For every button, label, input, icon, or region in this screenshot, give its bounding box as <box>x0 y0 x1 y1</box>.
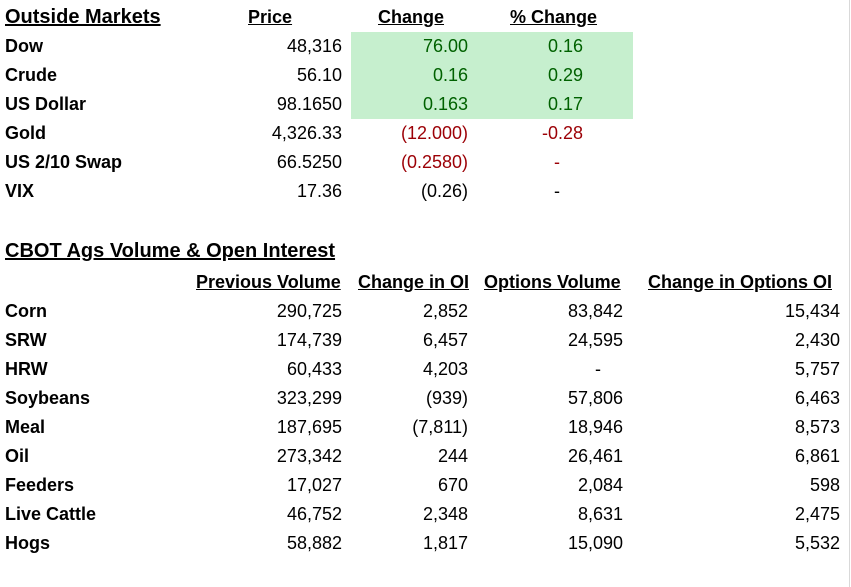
outside-market-row: US Dollar 98.1650 0.163 0.17 <box>0 90 851 119</box>
change-in-oi-header: Change in OI <box>358 272 470 292</box>
change-in-options-oi-header: Change in Options OI <box>648 272 832 292</box>
market-change: (0.26) <box>420 181 468 201</box>
previous-volume: 58,882 <box>286 533 342 553</box>
change-in-options-oi: 6,463 <box>794 388 840 408</box>
change-in-options-oi: 598 <box>809 475 840 495</box>
volume-oi-row: Meal 187,695 (7,811) 18,946 8,573 <box>0 413 851 442</box>
change-in-options-oi: 2,430 <box>794 330 840 350</box>
previous-volume: 17,027 <box>286 475 342 495</box>
previous-volume: 46,752 <box>286 504 342 524</box>
outside-market-row: US 2/10 Swap 66.5250 (0.2580) - <box>0 148 851 177</box>
volume-oi-row: Feeders 17,027 670 2,084 598 <box>0 471 851 500</box>
previous-volume: 290,725 <box>276 301 342 321</box>
commodity-name: Hogs <box>5 533 50 553</box>
previous-volume-header: Previous Volume <box>196 272 341 292</box>
options-volume: 2,084 <box>577 475 623 495</box>
change-in-options-oi: 15,434 <box>784 301 840 321</box>
volume-oi-row: SRW 174,739 6,457 24,595 2,430 <box>0 326 851 355</box>
outside-market-row: Crude 56.10 0.16 0.29 <box>0 61 851 90</box>
market-change: 76.00 <box>422 36 468 56</box>
options-volume: 18,946 <box>567 417 623 437</box>
change-in-oi: 1,817 <box>422 533 468 553</box>
change-in-oi: (7,811) <box>412 417 468 437</box>
options-volume: 8,631 <box>577 504 623 524</box>
market-change: (12.000) <box>400 123 468 143</box>
market-name: Crude <box>5 65 58 85</box>
previous-volume: 273,342 <box>276 446 342 466</box>
outside-market-row: Dow 48,316 76.00 0.16 <box>0 32 851 61</box>
options-volume: 57,806 <box>567 388 623 408</box>
outside-market-row: VIX 17.36 (0.26) - <box>0 177 851 206</box>
commodity-name: SRW <box>5 330 47 350</box>
options-volume: 83,842 <box>567 301 623 321</box>
change-in-options-oi: 2,475 <box>794 504 840 524</box>
market-price: 4,326.33 <box>271 123 342 143</box>
volume-oi-row: Hogs 58,882 1,817 15,090 5,532 <box>0 529 851 558</box>
commodity-name: Soybeans <box>5 388 91 408</box>
change-in-options-oi: 5,757 <box>794 359 840 379</box>
pct-change-header: % Change <box>510 7 598 27</box>
options-volume-header: Options Volume <box>484 272 621 292</box>
volume-oi-header-row: Previous Volume Change in OI Options Vol… <box>0 268 851 297</box>
options-volume: 24,595 <box>567 330 623 350</box>
market-pct-change: - <box>554 152 560 172</box>
change-in-oi: 2,852 <box>422 301 468 321</box>
outside-markets-header-row: Outside Markets Price Change % Change <box>0 3 851 32</box>
commodity-name: Corn <box>5 301 47 321</box>
commodity-name: Live Cattle <box>5 504 97 524</box>
market-price: 17.36 <box>296 181 342 201</box>
column-border <box>849 0 850 587</box>
volume-oi-row: HRW 60,433 4,203 - 5,757 <box>0 355 851 384</box>
change-in-oi: 4,203 <box>422 359 468 379</box>
outside-market-row: Gold 4,326.33 (12.000) -0.28 <box>0 119 851 148</box>
market-pct-change: -0.28 <box>541 123 583 143</box>
commodity-name: Feeders <box>5 475 75 495</box>
change-in-oi: 2,348 <box>422 504 468 524</box>
commodity-name: HRW <box>5 359 48 379</box>
previous-volume: 323,299 <box>276 388 342 408</box>
volume-oi-title: CBOT Ags Volume & Open Interest <box>5 240 336 262</box>
options-volume: 15,090 <box>567 533 623 553</box>
market-pct-change: 0.29 <box>547 65 583 85</box>
change-in-oi: 6,457 <box>422 330 468 350</box>
previous-volume: 187,695 <box>276 417 342 437</box>
change-in-oi: (939) <box>425 388 468 408</box>
volume-oi-row: Oil 273,342 244 26,461 6,861 <box>0 442 851 471</box>
options-volume: - <box>595 359 601 379</box>
previous-volume: 174,739 <box>276 330 342 350</box>
volume-oi-row: Soybeans 323,299 (939) 57,806 6,463 <box>0 384 851 413</box>
commodity-name: Oil <box>5 446 30 466</box>
market-pct-change: - <box>554 181 560 201</box>
previous-volume: 60,433 <box>286 359 342 379</box>
market-change: 0.163 <box>422 94 468 114</box>
market-price: 66.5250 <box>276 152 342 172</box>
options-volume: 26,461 <box>567 446 623 466</box>
market-change: (0.2580) <box>400 152 468 172</box>
volume-oi-title-row: CBOT Ags Volume & Open Interest <box>0 237 851 266</box>
positive-highlight <box>351 32 633 119</box>
change-header: Change <box>378 7 445 27</box>
change-in-oi: 670 <box>437 475 468 495</box>
volume-oi-row: Corn 290,725 2,852 83,842 15,434 <box>0 297 851 326</box>
market-name: VIX <box>5 181 35 201</box>
market-price: 56.10 <box>296 65 342 85</box>
change-in-options-oi: 8,573 <box>794 417 840 437</box>
market-change: 0.16 <box>432 65 468 85</box>
market-name: US 2/10 Swap <box>5 152 123 172</box>
price-header: Price <box>248 7 293 27</box>
market-pct-change: 0.17 <box>547 94 583 114</box>
market-pct-change: 0.16 <box>547 36 583 56</box>
market-name: Gold <box>5 123 46 143</box>
market-price: 98.1650 <box>276 94 342 114</box>
commodity-name: Meal <box>5 417 46 437</box>
volume-oi-row: Live Cattle 46,752 2,348 8,631 2,475 <box>0 500 851 529</box>
change-in-oi: 244 <box>437 446 468 466</box>
change-in-options-oi: 6,861 <box>794 446 840 466</box>
market-name: Dow <box>5 36 43 56</box>
change-in-options-oi: 5,532 <box>794 533 840 553</box>
market-price: 48,316 <box>286 36 342 56</box>
market-name: US Dollar <box>5 94 87 114</box>
outside-markets-title: Outside Markets <box>5 6 161 28</box>
